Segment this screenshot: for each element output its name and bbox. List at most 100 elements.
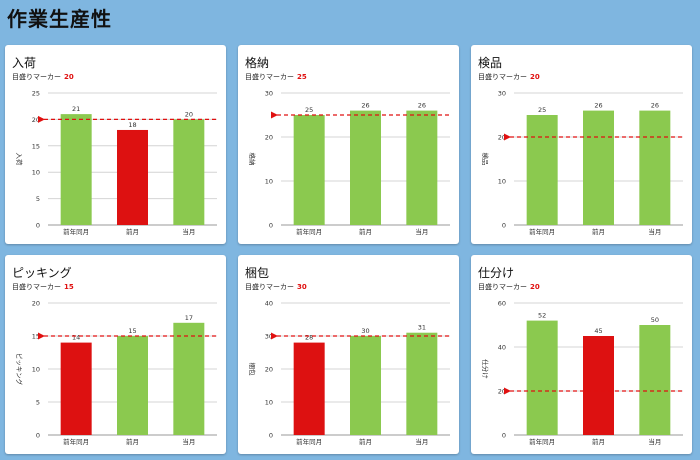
data-label: 28 bbox=[305, 334, 313, 342]
data-label: 26 bbox=[651, 102, 659, 110]
y-tick-label: 10 bbox=[265, 178, 273, 186]
bar bbox=[60, 114, 92, 225]
marker-value: 20 bbox=[64, 73, 74, 81]
data-label: 26 bbox=[594, 102, 602, 110]
marker-prefix: 目盛りマーカー bbox=[478, 73, 527, 81]
card-title: ピッキング bbox=[12, 266, 72, 280]
x-tick-label: 前年同月 bbox=[529, 437, 555, 446]
x-tick-label: 前年同月 bbox=[296, 227, 322, 236]
data-label: 25 bbox=[538, 106, 546, 114]
x-tick-label: 当月 bbox=[182, 437, 195, 446]
marker-label: 目盛りマーカー 20 bbox=[478, 72, 540, 82]
data-label: 30 bbox=[361, 327, 369, 335]
data-label: 26 bbox=[418, 102, 426, 110]
y-tick-label: 15 bbox=[32, 142, 40, 150]
y-tick-label: 0 bbox=[502, 222, 506, 230]
y-axis-label: 入荷 bbox=[15, 153, 24, 167]
marker-prefix: 目盛りマーカー bbox=[245, 283, 294, 291]
marker-value: 15 bbox=[64, 283, 74, 291]
bar bbox=[350, 110, 381, 225]
y-axis-label: 梱包 bbox=[248, 363, 257, 377]
y-tick-label: 25 bbox=[32, 90, 40, 98]
marker-value: 20 bbox=[530, 73, 540, 81]
y-axis-label: 格納 bbox=[248, 153, 257, 166]
y-tick-label: 40 bbox=[498, 344, 506, 352]
marker-label: 目盛りマーカー 15 bbox=[12, 282, 74, 292]
y-tick-label: 40 bbox=[265, 300, 273, 308]
chart-card: 梱包 目盛りマーカー 30 0 10 20 30 40 梱包 28 前年同月 30 前月 31 当月 bbox=[238, 255, 459, 454]
bar-chart: 0 10 20 30 40 梱包 28 前年同月 30 前月 31 当月 bbox=[248, 300, 450, 446]
x-tick-label: 前月 bbox=[126, 227, 139, 236]
x-tick-label: 前月 bbox=[592, 437, 605, 446]
data-label: 14 bbox=[72, 334, 80, 342]
marker-value: 20 bbox=[530, 283, 540, 291]
data-label: 45 bbox=[594, 327, 602, 335]
card-title: 格納 bbox=[245, 56, 270, 70]
marker-arrow-icon bbox=[271, 111, 278, 119]
x-tick-label: 前月 bbox=[126, 437, 139, 446]
bar bbox=[406, 332, 438, 435]
bar bbox=[173, 119, 205, 225]
chart-card: 入荷 目盛りマーカー 20 0 5 10 15 20 25 入荷 21 前年同月 18 前月 20 当月 bbox=[5, 45, 226, 244]
y-tick-label: 20 bbox=[32, 300, 40, 308]
marker-arrow-icon bbox=[504, 133, 511, 141]
y-tick-label: 30 bbox=[265, 90, 273, 98]
card-title: 検品 bbox=[478, 56, 503, 70]
bar bbox=[293, 115, 325, 225]
y-axis-label: 検品 bbox=[481, 153, 490, 166]
x-tick-label: 前年同月 bbox=[296, 437, 322, 446]
data-label: 31 bbox=[418, 324, 426, 332]
bar bbox=[60, 342, 92, 435]
x-tick-label: 前年同月 bbox=[63, 227, 89, 236]
bar bbox=[526, 115, 558, 225]
bar bbox=[293, 342, 325, 435]
data-label: 26 bbox=[361, 102, 369, 110]
y-axis-label: 仕分け bbox=[481, 359, 490, 379]
bar bbox=[406, 110, 438, 225]
y-tick-label: 20 bbox=[32, 116, 40, 124]
x-tick-label: 前年同月 bbox=[529, 227, 555, 236]
bar-chart: 0 10 20 30 検品 25 前年同月 26 前月 26 当月 bbox=[481, 90, 683, 236]
y-tick-label: 0 bbox=[36, 222, 40, 230]
x-tick-label: 前月 bbox=[359, 437, 372, 446]
y-tick-label: 0 bbox=[36, 432, 40, 440]
y-tick-label: 60 bbox=[498, 300, 506, 308]
bar-chart: 0 20 40 60 仕分け 52 前年同月 45 前月 50 当月 bbox=[481, 300, 683, 446]
data-label: 25 bbox=[305, 106, 313, 114]
y-tick-label: 10 bbox=[32, 169, 40, 177]
marker-arrow-icon bbox=[38, 332, 45, 340]
marker-value: 30 bbox=[297, 283, 307, 291]
y-tick-label: 20 bbox=[498, 388, 506, 396]
chart-card: 格納 目盛りマーカー 25 0 10 20 30 格納 25 前年同月 26 前月 26 当月 bbox=[238, 45, 459, 244]
bar bbox=[583, 336, 614, 435]
y-tick-label: 10 bbox=[498, 178, 506, 186]
data-label: 52 bbox=[538, 312, 546, 320]
card-title: 仕分け bbox=[478, 266, 515, 280]
x-tick-label: 当月 bbox=[182, 227, 195, 236]
data-label: 20 bbox=[185, 110, 193, 118]
bar bbox=[639, 325, 671, 435]
bar bbox=[583, 110, 614, 225]
marker-label: 目盛りマーカー 30 bbox=[245, 282, 307, 292]
data-label: 17 bbox=[185, 314, 193, 322]
chart-card: ピッキング 目盛りマーカー 15 0 5 10 15 20 ピッキング 14 前年同月 15 前月 17 当… bbox=[5, 255, 226, 454]
chart-card: 検品 目盛りマーカー 20 0 10 20 30 検品 25 前年同月 26 前月 26 当月 bbox=[471, 45, 692, 244]
bar bbox=[639, 110, 671, 225]
bar bbox=[350, 336, 381, 435]
y-tick-label: 0 bbox=[269, 432, 273, 440]
x-tick-label: 前年同月 bbox=[63, 437, 89, 446]
bar bbox=[526, 320, 558, 435]
marker-arrow-icon bbox=[271, 332, 278, 340]
marker-prefix: 目盛りマーカー bbox=[478, 283, 527, 291]
y-tick-label: 30 bbox=[498, 90, 506, 98]
x-tick-label: 当月 bbox=[415, 227, 428, 236]
marker-label: 目盛りマーカー 25 bbox=[245, 72, 307, 82]
y-tick-label: 20 bbox=[265, 134, 273, 142]
marker-prefix: 目盛りマーカー bbox=[12, 283, 61, 291]
y-tick-label: 5 bbox=[36, 195, 40, 203]
y-tick-label: 0 bbox=[269, 222, 273, 230]
x-tick-label: 前月 bbox=[359, 227, 372, 236]
bar-chart: 0 5 10 15 20 ピッキング 14 前年同月 15 前月 17 当月 bbox=[15, 300, 217, 446]
data-label: 15 bbox=[128, 327, 136, 335]
y-tick-label: 10 bbox=[32, 366, 40, 374]
